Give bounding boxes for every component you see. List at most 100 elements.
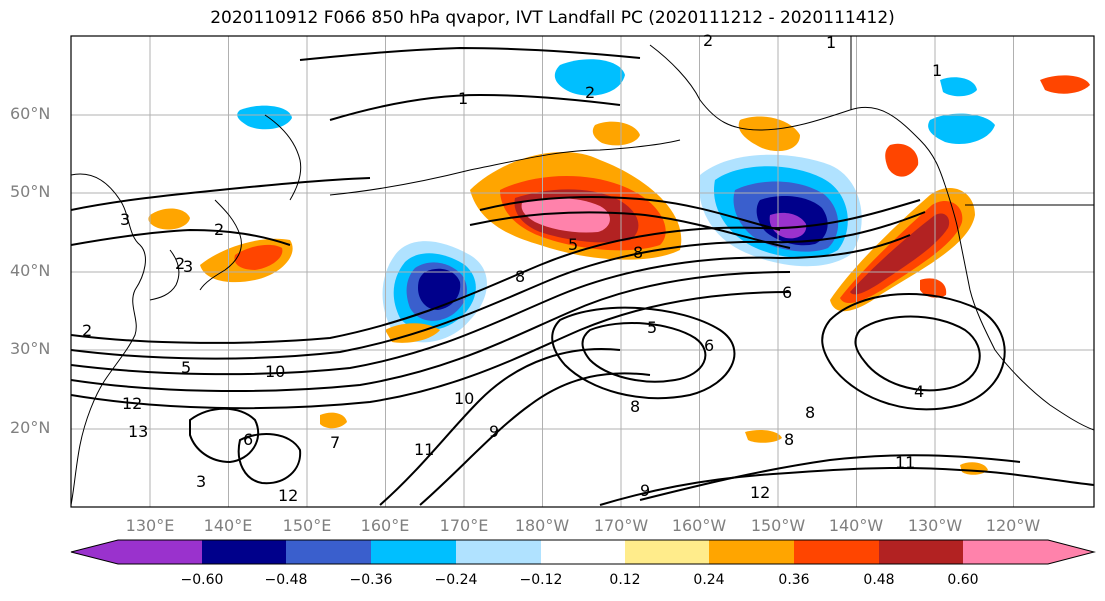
positive-anomaly-asia-3 bbox=[148, 208, 190, 230]
coastline-asia bbox=[71, 173, 146, 506]
coastlines bbox=[71, 36, 1094, 506]
gridlines bbox=[71, 36, 1094, 507]
contour-label: 10 bbox=[265, 362, 285, 381]
contour-label: 10 bbox=[454, 389, 474, 408]
negative-anomaly-north bbox=[554, 59, 625, 96]
colorbar-segment bbox=[709, 540, 794, 564]
contour-label: 8 bbox=[784, 430, 794, 449]
colorbar-segment bbox=[541, 540, 625, 564]
contour-label: 1 bbox=[932, 61, 942, 80]
colorbar-tick-label: 0.24 bbox=[693, 572, 725, 588]
contour-label: 4 bbox=[914, 382, 924, 401]
positive-anomaly-central-4 bbox=[521, 198, 610, 233]
contour-north-2 bbox=[299, 46, 641, 61]
contour-loop-central bbox=[551, 306, 736, 400]
coastline-north-america bbox=[944, 184, 1094, 431]
positive-anomaly-small-2 bbox=[745, 430, 782, 443]
lon-label-170w: 170°W bbox=[593, 516, 649, 535]
contour-label: 3 bbox=[183, 257, 193, 276]
positive-anomaly-small-3 bbox=[320, 412, 347, 429]
contour-south-2 bbox=[419, 372, 651, 506]
contour-south-3 bbox=[599, 466, 1094, 506]
contour-asia-1 bbox=[71, 177, 371, 211]
colorbar-extend-high bbox=[1048, 540, 1094, 564]
ivt-contours bbox=[71, 46, 1094, 506]
contour-jet-4 bbox=[71, 271, 791, 393]
colorbar-segment bbox=[879, 540, 963, 564]
colorbar-tick-label: −0.36 bbox=[349, 572, 393, 588]
colorbar-segment bbox=[625, 540, 709, 564]
colorbar-segment bbox=[371, 540, 456, 564]
contour-west-low-2 bbox=[237, 433, 302, 485]
contour-label: 8 bbox=[805, 403, 815, 422]
positive-anomaly-small-1 bbox=[960, 462, 988, 475]
contour-label: 8 bbox=[630, 397, 640, 416]
contour-label: 5 bbox=[181, 358, 191, 377]
contour-value-labels: 2 1 2 1 1 3 2 2 3 2 5 8 8 5 6 6 5 4 10 1… bbox=[82, 31, 942, 505]
shaded-anomaly-field bbox=[148, 59, 1090, 475]
contour-jet-upper bbox=[479, 196, 781, 231]
contour-label: 6 bbox=[243, 430, 253, 449]
coastline-korea bbox=[149, 249, 180, 301]
lon-label-140e: 140°E bbox=[203, 516, 253, 535]
lat-label-30n: 30°N bbox=[10, 339, 51, 358]
colorbar-tick-label: 0.12 bbox=[609, 572, 641, 588]
colorbar-segment bbox=[118, 540, 202, 564]
negative-anomaly-west-core3 bbox=[418, 268, 461, 310]
positive-anomaly-small-4 bbox=[920, 278, 947, 298]
contour-label: 2 bbox=[214, 220, 224, 239]
contour-jet-upper-2 bbox=[469, 211, 791, 249]
contour-label: 13 bbox=[128, 422, 148, 441]
negative-anomaly-small-6 bbox=[940, 77, 977, 97]
positive-anomaly-small-5 bbox=[1040, 75, 1090, 94]
contour-jet-5 bbox=[71, 291, 791, 410]
contour-label: 7 bbox=[330, 433, 340, 452]
contour-label: 12 bbox=[278, 486, 298, 505]
contour-label: 1 bbox=[826, 33, 836, 52]
lon-label-170e: 170°E bbox=[439, 516, 489, 535]
contour-north-1 bbox=[329, 93, 621, 121]
lon-label-150e: 150°E bbox=[282, 516, 332, 535]
contour-label: 5 bbox=[568, 235, 578, 254]
contour-label: 12 bbox=[750, 483, 770, 502]
lon-label-150w: 150°W bbox=[750, 516, 806, 535]
negative-anomaly-east-5 bbox=[769, 212, 807, 239]
map-frame bbox=[70, 35, 1095, 508]
colorbar-tick-label: −0.48 bbox=[264, 572, 308, 588]
colorbar-segment bbox=[202, 540, 286, 564]
negative-anomaly-northwest bbox=[237, 105, 292, 130]
colorbar-tick-label: −0.24 bbox=[434, 572, 478, 588]
lon-label-160w: 160°W bbox=[671, 516, 727, 535]
contour-jet-1 bbox=[71, 199, 921, 344]
contour-label: 9 bbox=[640, 481, 650, 500]
colorbar-tick-label: −0.60 bbox=[180, 572, 224, 588]
contour-label: 3 bbox=[120, 210, 130, 229]
lon-label-140w: 140°W bbox=[828, 516, 884, 535]
contour-label: 5 bbox=[647, 318, 657, 337]
lon-label-130e: 130°E bbox=[125, 516, 175, 535]
lon-label-160e: 160°E bbox=[360, 516, 410, 535]
positive-plume-3 bbox=[850, 213, 950, 295]
lat-label-40n: 40°N bbox=[10, 261, 51, 280]
colorbar bbox=[70, 539, 1096, 565]
contour-west-low bbox=[189, 407, 260, 464]
positive-anomaly-north bbox=[592, 121, 640, 146]
contour-label: 9 bbox=[489, 422, 499, 441]
contour-label: 2 bbox=[82, 321, 92, 340]
coastline-aleutians bbox=[329, 139, 681, 196]
colorbar-segment bbox=[794, 540, 879, 564]
contour-asia-2 bbox=[71, 228, 291, 246]
contour-jet-2 bbox=[71, 211, 926, 360]
contour-label: 12 bbox=[122, 394, 142, 413]
contour-jet-3 bbox=[71, 234, 911, 376]
contour-label: 11 bbox=[895, 453, 915, 472]
lon-label-120w: 120°W bbox=[985, 516, 1041, 535]
colorbar-extend-low bbox=[71, 540, 118, 564]
contour-label: 8 bbox=[515, 267, 525, 286]
colorbar-tick-label: 0.60 bbox=[947, 572, 979, 588]
colorbar-outline bbox=[70, 539, 1096, 565]
contour-label: 6 bbox=[704, 336, 714, 355]
lat-label-60n: 60°N bbox=[10, 104, 51, 123]
colorbar-segment bbox=[963, 540, 1048, 564]
